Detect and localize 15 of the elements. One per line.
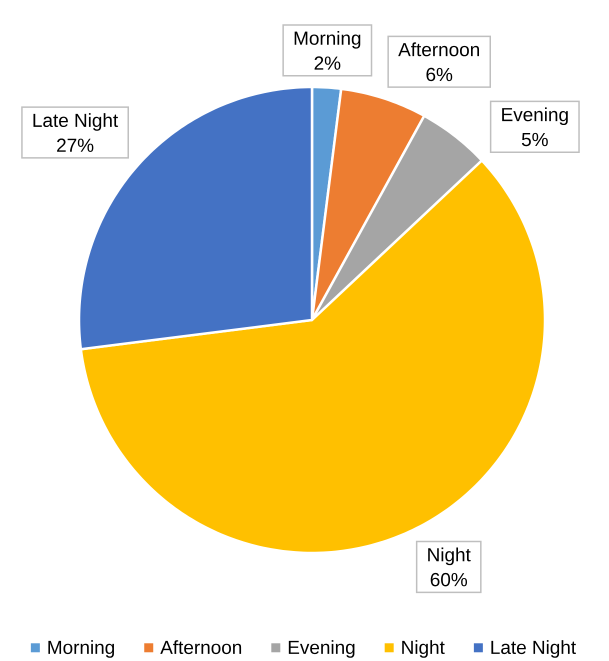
slice-label: Afternoon bbox=[398, 42, 480, 56]
data-label: 60% bbox=[430, 572, 468, 586]
legend-label: Night bbox=[402, 640, 445, 658]
data-label: 2% bbox=[314, 56, 340, 70]
legend-label: Late Night bbox=[491, 640, 576, 658]
slice-label: Night bbox=[428, 548, 471, 566]
legend-label: Morning bbox=[48, 640, 114, 658]
legend-label: Afternoon bbox=[160, 640, 242, 654]
slice-label: Evening bbox=[502, 107, 568, 126]
data-label: 27% bbox=[57, 138, 94, 152]
data-label: 6% bbox=[426, 68, 452, 82]
legend-label: Evening bbox=[288, 640, 354, 658]
data-label: 5% bbox=[522, 132, 548, 146]
slice-label: Morning bbox=[294, 30, 360, 49]
slice-label: Late Night bbox=[33, 113, 118, 131]
